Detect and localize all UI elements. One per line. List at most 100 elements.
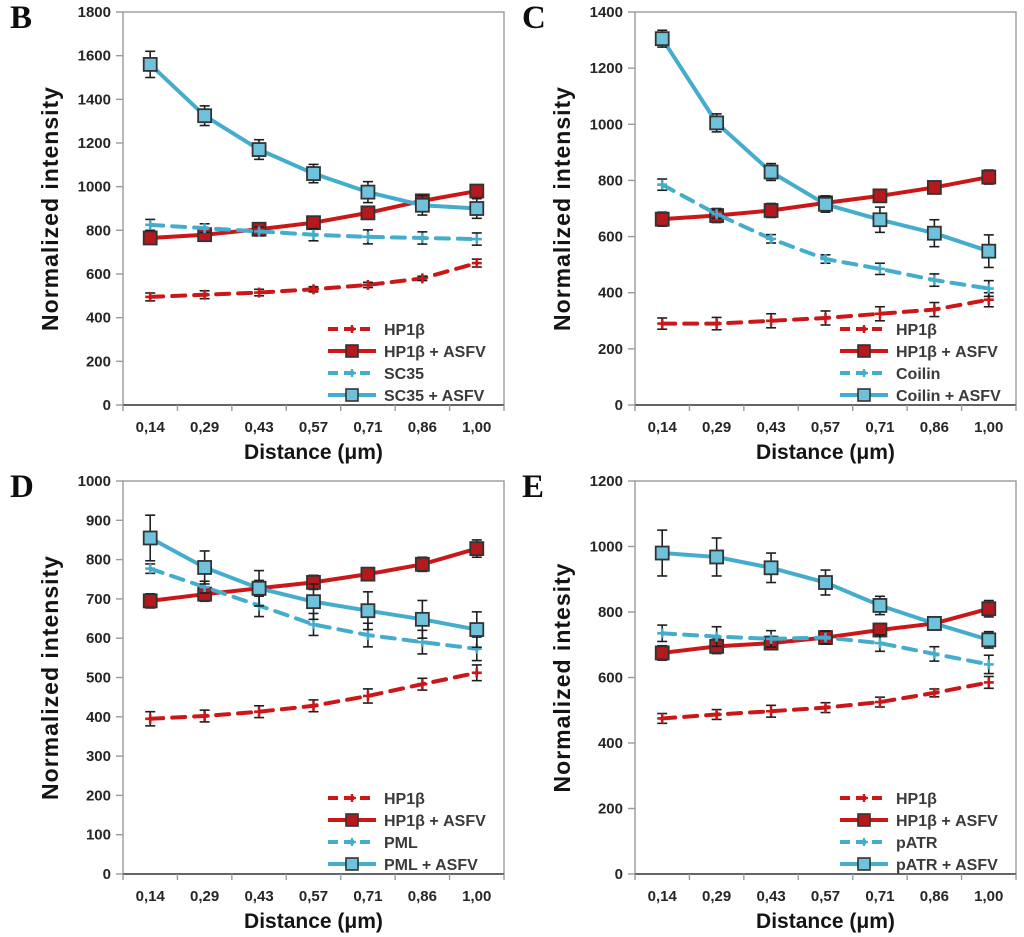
series-HP1β [145,664,482,727]
square-marker [763,203,779,218]
panel-letter-C: C [522,0,546,36]
y-tick-label: 800 [598,172,623,189]
square-marker [469,183,485,199]
x-tick-label: 0,57 [299,419,328,436]
legend-item-HP1β + ASFV: HP1β + ASFV [328,344,486,361]
legend-item-PML: PML [328,835,418,852]
x-tick-label: 0,86 [920,888,949,905]
x-tick-label: 0,71 [353,419,382,436]
square-marker [469,622,485,637]
x-tick-label: 0,57 [299,888,328,905]
y-tick-label: 800 [86,552,111,569]
square-marker [142,57,158,72]
legend-item-PML + ASFV: PML + ASFV [328,857,478,874]
square-marker [654,645,670,661]
legend-item-Coilin: Coilin [840,366,940,383]
legend-square-marker [345,388,359,402]
square-marker [251,580,267,596]
legend-square-marker [857,813,871,827]
x-tick-label: 0,29 [190,419,219,436]
square-marker [142,230,158,246]
square-marker [360,603,376,619]
series-pATR [657,624,994,675]
legend-label: SC35 + ASFV [384,388,485,405]
square-marker [981,601,997,617]
square-marker [360,566,376,582]
square-marker [414,197,430,213]
y-axis-title: Normalized intesity [549,563,575,793]
legend-label: HP1β + ASFV [896,344,998,361]
square-marker [709,115,725,131]
x-tick-label: 1,00 [462,419,491,436]
chart-panel-C: 0 200 400 600 800 1000 1200 1400 0,14 0,29 0,43 0,5… [549,4,1017,464]
y-tick-label: 900 [86,512,111,529]
y-tick-label: 700 [86,591,111,608]
legend-label: Coilin + ASFV [896,388,1001,405]
square-marker [654,31,670,47]
y-tick-label: 800 [86,222,111,239]
legend-label: PML [384,835,418,852]
legend-label: HP1β [384,322,425,339]
panel-E: 0 200 400 600 800 1000 1200 0,14 0,29 0,43 0,57 0,7… [512,469,1024,937]
panel-B: 0 200 400 600 800 1000 1200 1400 1600 1800 0,14 0,2… [0,0,512,468]
square-marker [872,598,888,613]
square-marker [763,164,779,180]
x-axis-title: Distance (μm) [244,441,383,464]
legend-square-marker [345,813,359,827]
square-marker [926,180,942,195]
y-tick-label: 300 [86,748,111,765]
legend-item-HP1β: HP1β [840,322,937,339]
y-tick-label: 500 [86,670,111,687]
x-axis-title: Distance (μm) [756,910,895,933]
square-marker [142,593,158,609]
legend-label: HP1β [896,322,937,339]
series-HP1β [657,675,994,725]
square-marker [818,575,833,590]
y-tick-label: 600 [86,266,111,283]
y-tick-label: 200 [86,787,111,804]
square-marker [197,108,213,124]
y-tick-label: 0 [103,866,111,883]
square-marker [360,205,376,221]
x-axis-title: Distance (μm) [756,441,895,464]
x-tick-label: 0,29 [702,419,731,436]
y-tick-label: 800 [598,604,623,621]
chart-panel-B: 0 200 400 600 800 1000 1200 1400 1600 1800 0,14 0,2… [37,4,505,464]
series-line [148,62,479,211]
legend-label: Coilin [896,366,940,383]
square-marker [306,215,321,231]
x-tick-label: 0,86 [920,419,949,436]
y-tick-label: 600 [598,229,623,246]
legend-item-HP1β: HP1β [840,791,937,808]
panel-letter-D: D [10,469,34,505]
x-tick-label: 0,14 [648,419,678,436]
square-marker [197,560,213,575]
chart-panel-E: 0 200 400 600 800 1000 1200 0,14 0,29 0,43 0,57 0,7… [549,473,1017,933]
y-tick-label: 1600 [78,48,111,65]
y-tick-label: 200 [598,341,623,358]
y-tick-label: 200 [598,801,623,818]
legend-label: HP1β + ASFV [896,813,998,830]
series-PML + ASFV [142,514,485,649]
x-tick-label: 0,71 [353,888,382,905]
x-tick-label: 0,43 [756,419,785,436]
y-tick-label: 600 [86,630,111,647]
x-tick-label: 0,14 [648,888,678,905]
x-tick-label: 0,57 [811,419,840,436]
legend-item-HP1β: HP1β [328,791,425,808]
x-tick-label: 0,71 [865,888,894,905]
legend-item-HP1β + ASFV: HP1β + ASFV [328,813,486,830]
series-HP1β [657,291,994,331]
square-marker [981,243,997,259]
legend-square-marker [857,857,871,871]
x-tick-label: 0,29 [190,888,219,905]
x-tick-label: 1,00 [462,888,491,905]
square-marker [981,632,997,648]
legend-label: pATR + ASFV [896,857,998,874]
legend-label: pATR [896,835,938,852]
legend-square-marker [345,857,359,871]
x-tick-label: 0,14 [136,419,166,436]
y-tick-label: 1000 [590,116,623,133]
series-SC35 [145,218,482,246]
y-tick-label: 400 [598,735,623,752]
